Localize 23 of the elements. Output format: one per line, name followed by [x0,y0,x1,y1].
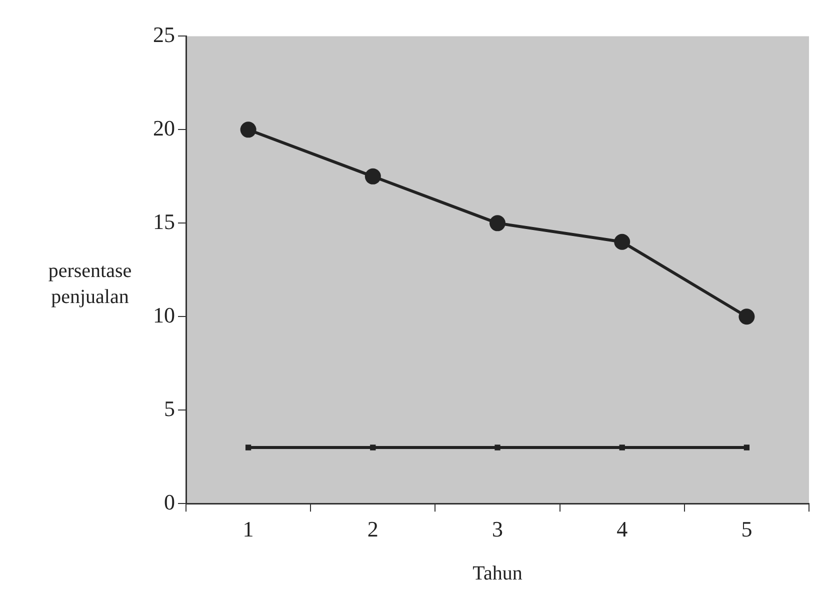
x-tick-label: 1 [242,516,254,542]
y-tick-label: 25 [153,22,175,47]
x-tick-label: 2 [367,516,378,542]
point [364,168,381,184]
x-tick-label: 3 [492,516,503,542]
point [614,234,630,250]
point [240,122,256,138]
point [738,308,755,325]
point [490,215,506,232]
y-tick-label: 0 [164,489,175,514]
point [744,444,750,450]
point [370,444,376,450]
y-axis-title: persentase penjualan [48,260,132,308]
y-tick-label: 20 [153,115,175,140]
point [245,444,252,450]
y-tick-label: 15 [153,208,175,234]
x-tick-label: 4 [616,516,628,542]
y-tick-label: 5 [164,396,175,421]
y-tick-label: 10 [153,302,175,328]
point [494,444,500,450]
point [619,444,625,450]
x-axis-title: Tahun [472,562,522,584]
x-tick-label: 5 [741,516,752,542]
